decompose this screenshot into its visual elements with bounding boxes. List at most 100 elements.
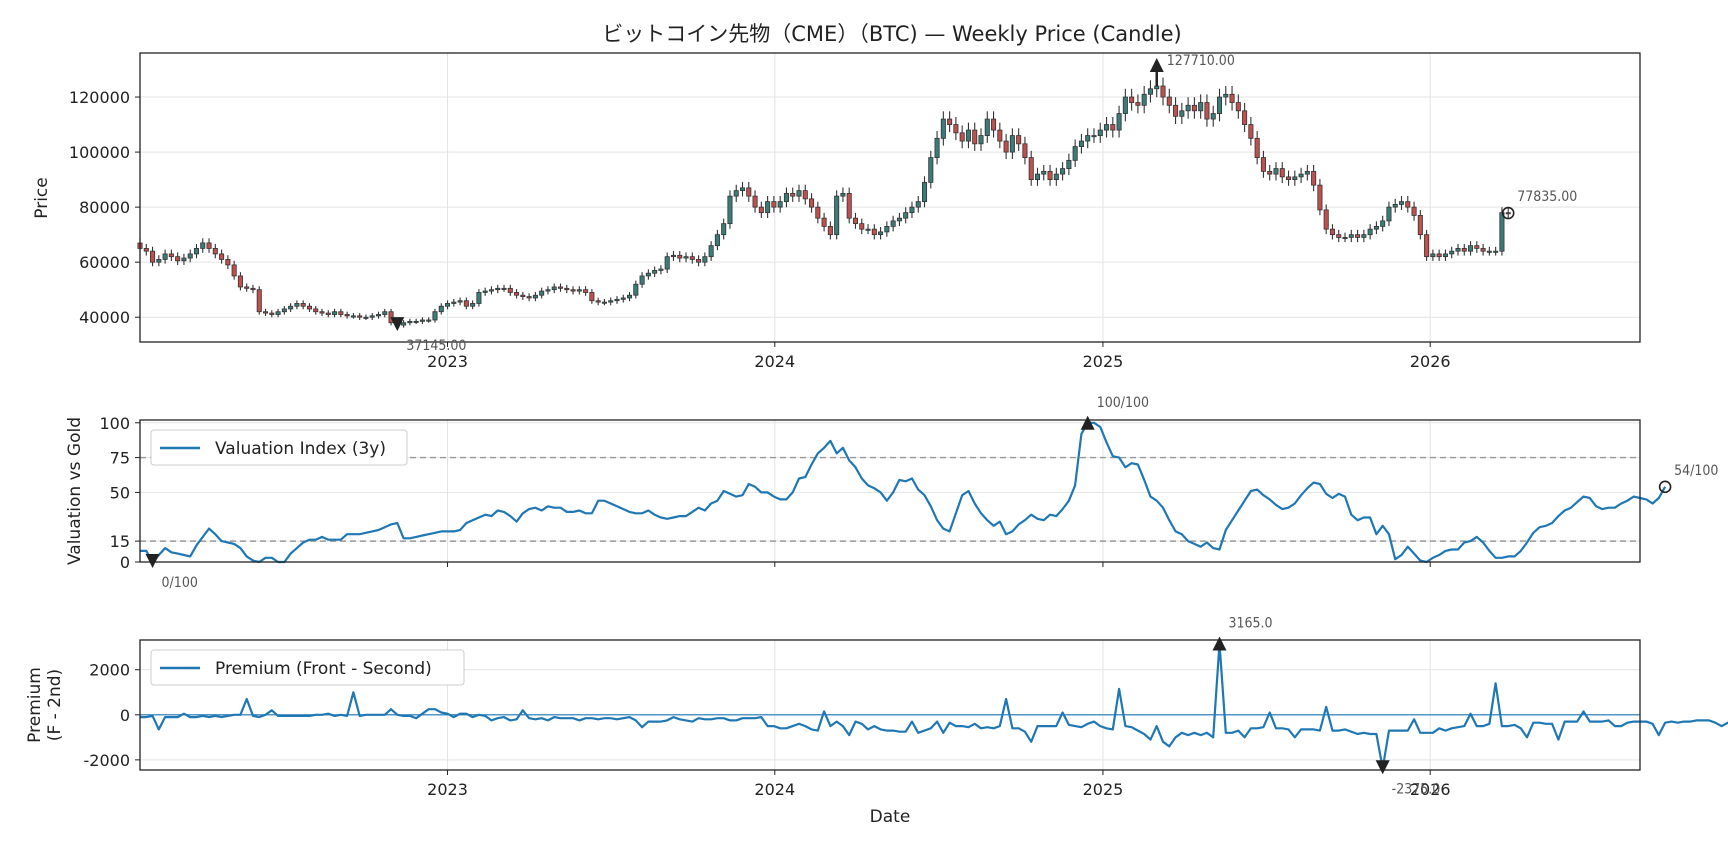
candle-body xyxy=(739,187,746,192)
min-label: -2375.0 xyxy=(1392,781,1441,797)
candle-body xyxy=(614,298,620,302)
x-axis-label: Date xyxy=(870,807,911,827)
candle-body xyxy=(890,220,896,227)
premium-legend-box xyxy=(150,649,465,686)
candle-body xyxy=(168,253,174,258)
candle-body xyxy=(1367,228,1373,236)
candle-body xyxy=(670,254,676,258)
candle-body xyxy=(903,212,909,219)
candle-body xyxy=(1317,184,1323,211)
candle-body xyxy=(1361,234,1367,238)
candle-body xyxy=(1135,102,1141,106)
x-tick-label: 2023 xyxy=(427,352,468,371)
candle-body xyxy=(382,311,388,315)
candle-body xyxy=(1480,248,1486,252)
candle-body xyxy=(375,314,382,317)
candle-body xyxy=(608,300,614,303)
candle-body xyxy=(928,157,934,183)
candle-body xyxy=(896,217,902,222)
candle-body xyxy=(438,305,444,313)
candle-body xyxy=(1430,253,1436,258)
candle-body xyxy=(426,319,432,322)
candle-body xyxy=(852,217,859,225)
candle-body xyxy=(1461,248,1467,252)
candle-body xyxy=(1355,234,1361,238)
candle-body xyxy=(627,294,633,299)
x-tick-label: 2023 xyxy=(427,780,468,799)
candle-body xyxy=(156,259,162,263)
min-label: 37145.00 xyxy=(406,338,466,354)
candle-body xyxy=(1116,113,1122,131)
candle-body xyxy=(846,192,852,219)
candle-body xyxy=(357,315,363,318)
candle-body xyxy=(714,234,720,247)
candle-body xyxy=(1273,168,1279,175)
candle-body xyxy=(457,300,463,303)
candle-body xyxy=(1009,135,1015,153)
candle-body xyxy=(733,190,739,197)
candle-body xyxy=(991,118,997,131)
min-marker xyxy=(145,554,160,568)
candle-body xyxy=(771,201,777,208)
y-tick-label: 80000 xyxy=(79,198,130,217)
candle-body xyxy=(1373,225,1379,230)
candle-body xyxy=(1304,170,1310,175)
candle-body xyxy=(1122,96,1128,114)
candle-body xyxy=(934,137,940,158)
candle-body xyxy=(495,287,501,291)
candle-body xyxy=(514,292,520,296)
candle-body xyxy=(652,270,658,274)
candle-body xyxy=(752,195,758,208)
premium-axes-frame xyxy=(139,639,1641,771)
candle-body xyxy=(708,245,714,258)
candle-body xyxy=(325,312,331,315)
candle-body xyxy=(909,206,915,214)
candle-body xyxy=(300,303,306,307)
premium-line xyxy=(140,642,1728,770)
last-marker xyxy=(1658,480,1672,494)
candle-body xyxy=(783,192,789,203)
candle-body xyxy=(921,181,928,203)
price-annotations: 127710.00 37145.00 77835.00 xyxy=(390,53,1577,354)
candle-body xyxy=(564,287,570,291)
candle-body xyxy=(1311,170,1317,186)
candle-body xyxy=(175,256,181,262)
candle-body xyxy=(1348,234,1354,238)
candle-body xyxy=(689,256,695,260)
candle-body xyxy=(1455,248,1461,252)
candle-body xyxy=(231,264,237,277)
candle-body xyxy=(1235,102,1241,112)
candle-body xyxy=(1474,245,1480,249)
max-marker xyxy=(1080,415,1095,430)
candle-body xyxy=(401,322,407,326)
candle-body xyxy=(633,283,639,296)
candle-body xyxy=(940,118,946,139)
candle-body xyxy=(1028,157,1034,181)
candle-body xyxy=(1166,96,1172,106)
candles xyxy=(137,77,1511,328)
candle-body xyxy=(1336,234,1342,238)
candle-body xyxy=(1411,206,1417,216)
candle-body xyxy=(501,287,507,290)
candle-body xyxy=(827,225,833,236)
candle-body xyxy=(1191,104,1197,112)
candle-body xyxy=(463,300,469,307)
candle-body xyxy=(595,300,601,303)
candle-body xyxy=(677,254,683,259)
max-label: 127710.00 xyxy=(1167,53,1235,69)
candle-body xyxy=(1085,135,1091,142)
candle-body xyxy=(332,311,338,315)
candle-body xyxy=(1185,104,1191,112)
candle-body xyxy=(1505,212,1511,215)
valuation-panel: 0 15 50 75 100 Valuation vs Gold 100/100 0/10… xyxy=(65,395,1718,591)
x-tick-label: 2025 xyxy=(1083,352,1124,371)
candle-body xyxy=(1034,173,1041,181)
candle-body xyxy=(696,259,702,263)
y-tick-label: 2000 xyxy=(89,661,130,680)
candle-body xyxy=(237,275,243,288)
candle-body xyxy=(1298,173,1304,178)
candle-body xyxy=(645,272,651,277)
candle-body xyxy=(250,287,256,291)
candle-body xyxy=(840,192,846,197)
candle-body xyxy=(482,290,488,293)
